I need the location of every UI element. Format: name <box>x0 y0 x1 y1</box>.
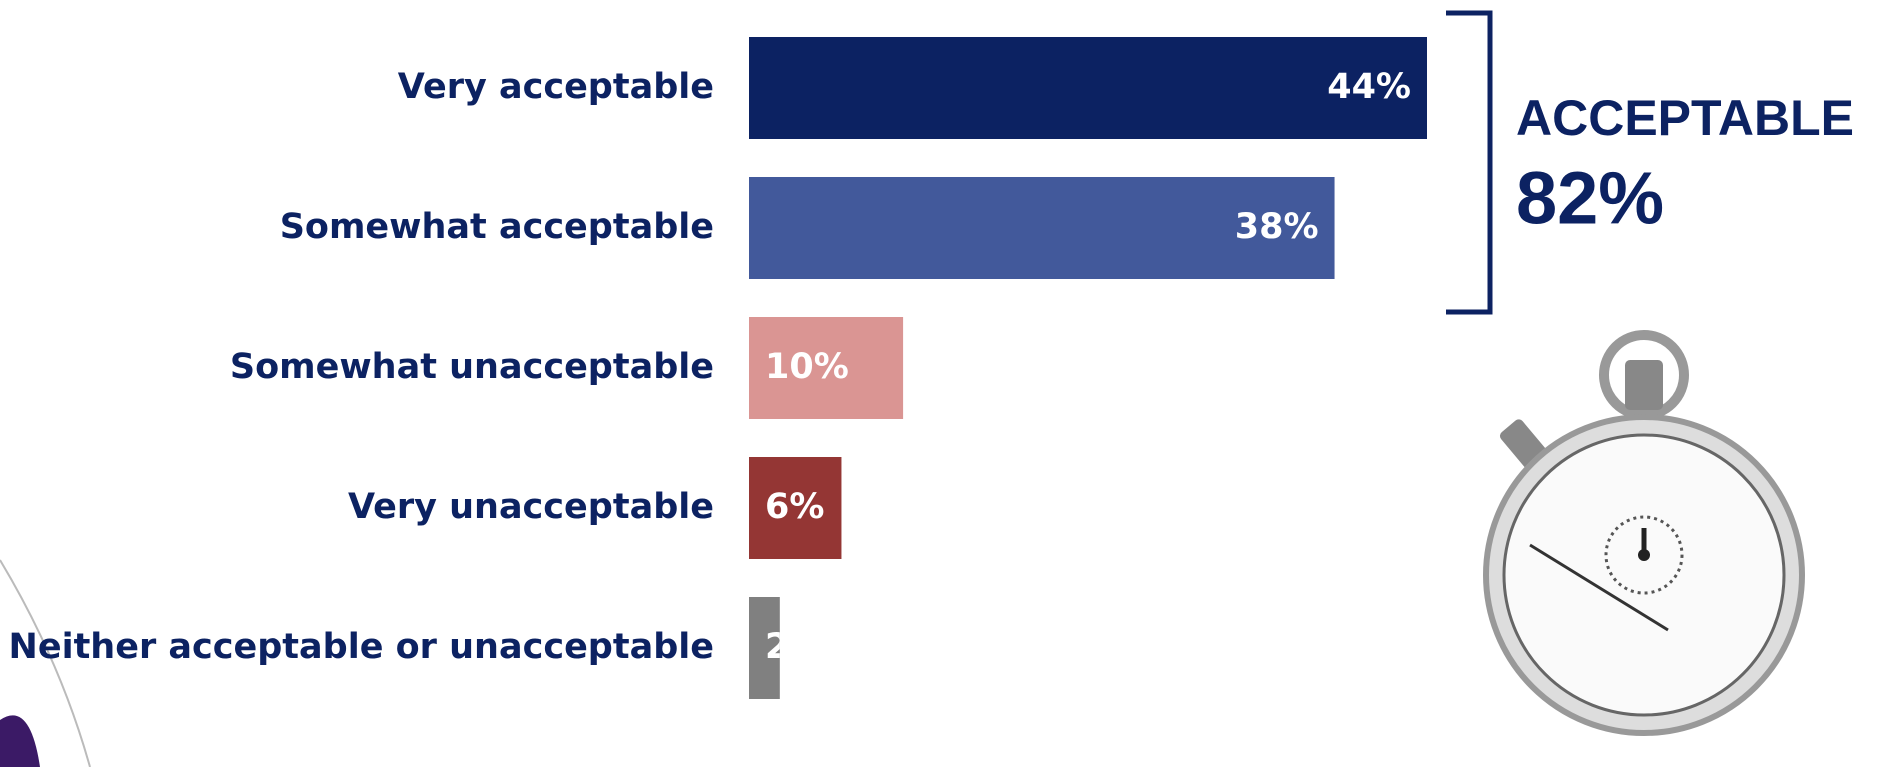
value-label: 2% <box>765 627 824 667</box>
bar <box>749 457 842 559</box>
annotation-label: ACCEPTABLE <box>1516 90 1854 146</box>
value-label: 44% <box>1327 67 1411 107</box>
bar <box>749 177 1335 279</box>
value-label: 6% <box>765 487 824 527</box>
annotation-value: 82% <box>1516 157 1664 240</box>
bar <box>749 597 780 699</box>
category-label: Somewhat unacceptable <box>230 347 714 387</box>
category-label: Very unacceptable <box>348 487 714 527</box>
category-label: Neither acceptable or unacceptable <box>9 627 714 667</box>
value-label: 10% <box>765 347 849 387</box>
bar <box>749 37 1427 139</box>
bar <box>749 317 904 419</box>
stopwatch <box>1483 330 1805 736</box>
value-label: 38% <box>1235 207 1319 247</box>
category-label: Somewhat acceptable <box>280 207 714 247</box>
arc-decoration <box>0 559 91 767</box>
corner-decoration <box>0 715 40 767</box>
bracket <box>1446 10 1493 315</box>
category-label: Very acceptable <box>398 67 714 107</box>
